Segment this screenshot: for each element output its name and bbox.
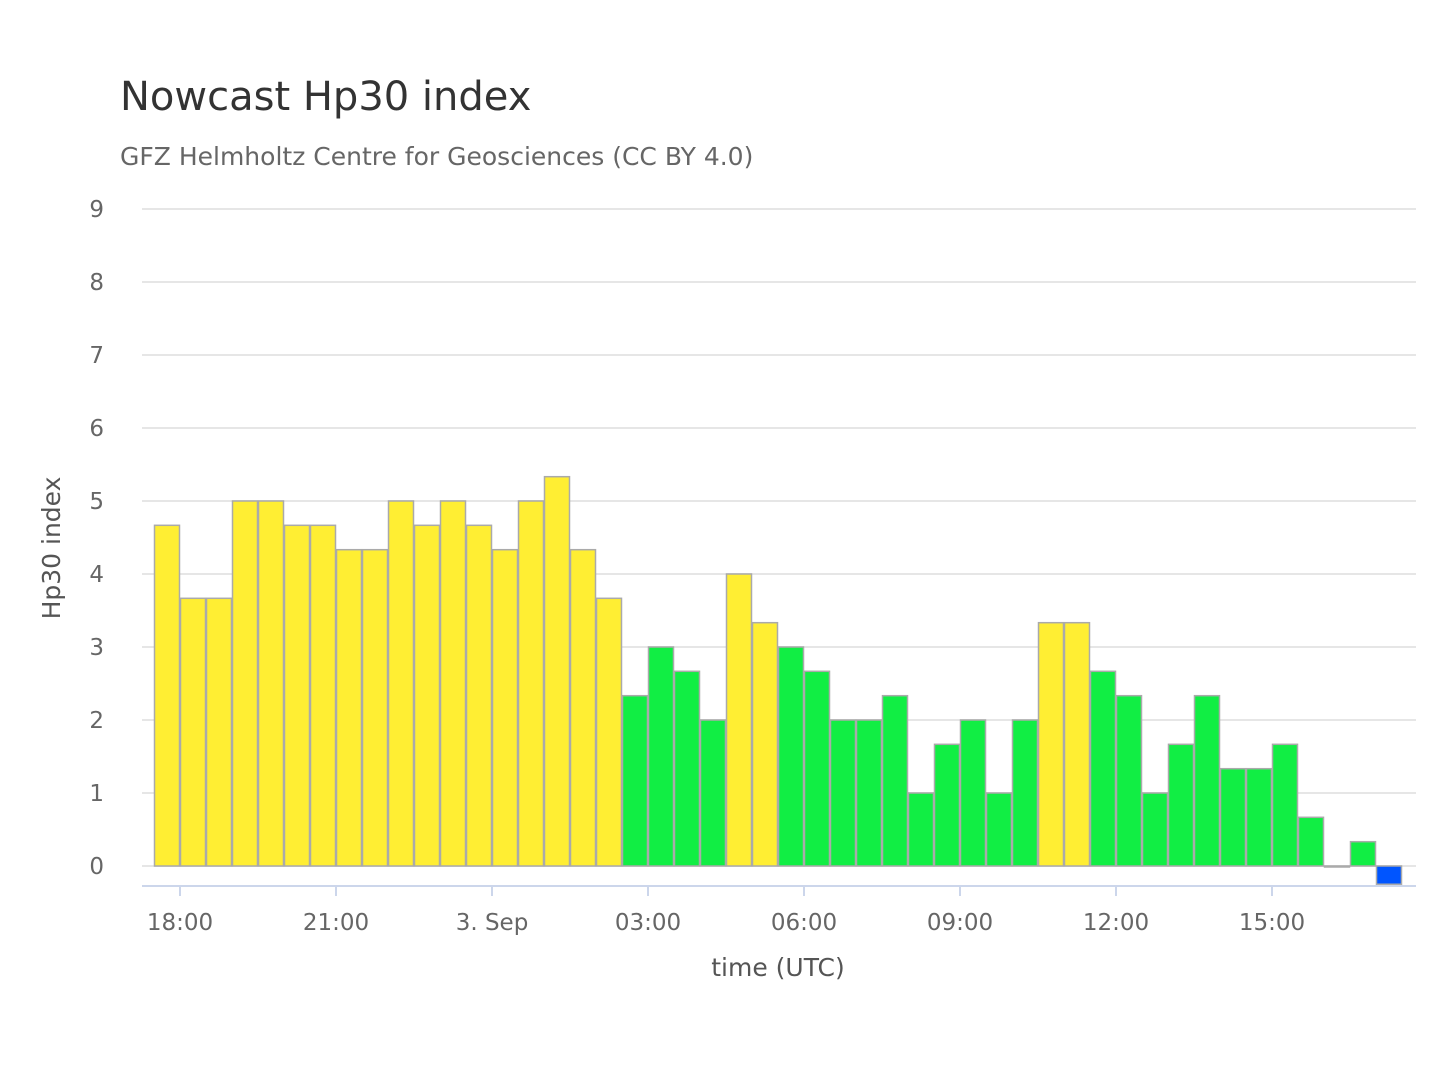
bar-2130[interactable] (361, 548, 389, 867)
x-tick-label: 06:00 (771, 910, 837, 936)
bar-2300[interactable] (439, 500, 467, 867)
bar-1530[interactable] (1297, 816, 1325, 867)
y-tick-label: 2 (89, 708, 104, 734)
chart-title: Nowcast Hp30 index (120, 74, 532, 120)
y-tick-label: 6 (89, 416, 104, 442)
bar-1130[interactable] (1089, 670, 1117, 867)
bar-1630[interactable] (1349, 840, 1377, 867)
bar-1730[interactable] (153, 524, 181, 867)
bar-1830[interactable] (205, 597, 233, 867)
bar-0400[interactable] (699, 719, 727, 867)
bar-0730[interactable] (881, 694, 909, 867)
bar-0600[interactable] (803, 670, 831, 867)
y-axis-tick-labels: 0 1 2 3 4 5 6 7 8 9 (89, 197, 104, 880)
x-tick-label: 15:00 (1239, 910, 1305, 936)
y-tick-label: 0 (89, 854, 104, 880)
y-tick-label: 7 (89, 343, 104, 369)
y-tick-label: 3 (89, 635, 104, 661)
bar-0100[interactable] (543, 475, 571, 867)
bar-1900[interactable] (231, 500, 259, 867)
y-tick-label: 8 (89, 270, 104, 296)
bar-0300[interactable] (647, 646, 675, 867)
bar-1200[interactable] (1115, 694, 1143, 867)
bar-0330[interactable] (673, 670, 701, 867)
bar-0900[interactable] (959, 719, 987, 867)
x-tick-label: 12:00 (1083, 910, 1149, 936)
bar-0500[interactable] (751, 621, 779, 867)
bar-series (153, 475, 1403, 885)
x-tick-label: 21:00 (303, 910, 369, 936)
bar-0230[interactable] (621, 694, 649, 867)
bar-0930[interactable] (985, 792, 1013, 867)
bar-1230[interactable] (1141, 792, 1169, 867)
x-axis-ticks: 18:00 21:00 3. Sep 03:00 06:00 09:00 12:00 15:0… (147, 886, 1305, 936)
bar-0800[interactable] (907, 792, 935, 867)
y-tick-label: 4 (89, 562, 104, 588)
bar-0030[interactable] (517, 500, 545, 867)
bar-2200[interactable] (387, 500, 415, 867)
bar-0430[interactable] (725, 573, 753, 867)
bar-1330[interactable] (1193, 694, 1221, 867)
y-axis-title: Hp30 index (37, 477, 66, 620)
x-tick-label: 3. Sep (456, 910, 529, 936)
bar-0130[interactable] (569, 548, 597, 867)
x-tick-label: 03:00 (615, 910, 681, 936)
x-tick-label: 09:00 (927, 910, 993, 936)
y-tick-label: 9 (89, 197, 104, 223)
bar-1500[interactable] (1271, 743, 1299, 867)
bar-1000[interactable] (1011, 719, 1039, 867)
bar-1400[interactable] (1219, 767, 1247, 867)
y-tick-label: 5 (89, 489, 104, 515)
bar-0630[interactable] (829, 719, 857, 867)
bar-1300[interactable] (1167, 743, 1195, 867)
y-tick-label: 1 (89, 781, 104, 807)
bar-2230[interactable] (413, 524, 441, 867)
chart-subtitle: GFZ Helmholtz Centre for Geosciences (CC… (120, 142, 754, 171)
bar-2000[interactable] (283, 524, 311, 867)
bar-1430[interactable] (1245, 767, 1273, 867)
x-tick-label: 18:00 (147, 910, 213, 936)
bar-0700[interactable] (855, 719, 883, 867)
bar-0530[interactable] (777, 646, 805, 867)
bar-1700[interactable] (1375, 865, 1403, 885)
bar-0000[interactable] (491, 548, 519, 867)
bar-1030[interactable] (1037, 621, 1065, 867)
bar-2100[interactable] (335, 548, 363, 867)
bar-0200[interactable] (595, 597, 623, 867)
bar-2330[interactable] (465, 524, 493, 867)
bar-1930[interactable] (257, 500, 285, 867)
bar-1800[interactable] (179, 597, 207, 867)
x-axis-title: time (UTC) (711, 953, 845, 982)
bar-0830[interactable] (933, 743, 961, 867)
bar-1600[interactable] (1323, 865, 1351, 868)
bar-2030[interactable] (309, 524, 337, 867)
bar-1100[interactable] (1063, 621, 1091, 867)
